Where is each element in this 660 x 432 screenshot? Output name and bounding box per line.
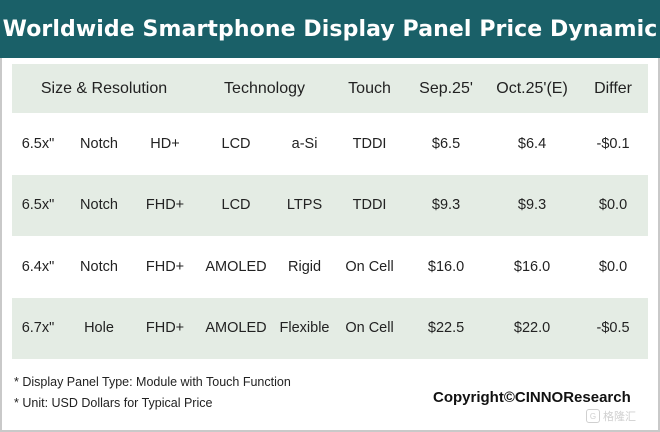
header-touch: Touch [333, 64, 407, 113]
cell-form: Notch [64, 113, 134, 175]
cell-size: 6.7x" [12, 297, 64, 359]
header-oct25: Oct.25'(E) [486, 64, 579, 113]
table-header-row: Size & Resolution Technology Touch Sep.2… [12, 64, 649, 113]
cell-display: LCD [196, 174, 277, 236]
cell-size: 6.5x" [12, 174, 64, 236]
cell-differ: -$0.5 [578, 297, 649, 359]
cell-resolution: FHD+ [134, 236, 197, 298]
table-row: 6.7x" Hole FHD+ AMOLED Flexible On Cell … [12, 297, 649, 359]
content-frame [0, 58, 660, 432]
cell-form: Notch [64, 236, 134, 298]
table-row: 6.4x" Notch FHD+ AMOLED Rigid On Cell $1… [12, 236, 649, 298]
cell-form: Hole [64, 297, 134, 359]
cell-display: AMOLED [196, 297, 277, 359]
cell-resolution: HD+ [134, 113, 197, 175]
cell-resolution: FHD+ [134, 174, 197, 236]
cell-oct-price: $16.0 [486, 236, 579, 298]
header-differ: Differ [578, 64, 649, 113]
cell-backplane: Rigid [276, 236, 334, 298]
cell-differ: -$0.1 [578, 113, 649, 175]
header-technology: Technology [196, 64, 334, 113]
cell-size: 6.4x" [12, 236, 64, 298]
watermark: G 格隆汇 [586, 405, 656, 427]
cell-form: Notch [64, 174, 134, 236]
cell-touch: TDDI [333, 174, 407, 236]
title-bar: Worldwide Smartphone Display Panel Price… [0, 0, 660, 58]
cell-sep-price: $22.5 [406, 297, 487, 359]
cell-sep-price: $16.0 [406, 236, 487, 298]
cell-display: AMOLED [196, 236, 277, 298]
watermark-text: 格隆汇 [603, 411, 636, 423]
cell-sep-price: $9.3 [406, 174, 487, 236]
cell-touch: On Cell [333, 236, 407, 298]
page-title: Worldwide Smartphone Display Panel Price… [2, 16, 658, 42]
cell-display: LCD [196, 113, 277, 175]
watermark-logo-icon: G [586, 409, 600, 423]
cell-backplane: Flexible [276, 297, 334, 359]
header-size-resolution: Size & Resolution [12, 64, 197, 113]
table-row: 6.5x" Notch HD+ LCD a-Si TDDI $6.5 $6.4 … [12, 113, 649, 175]
cell-oct-price: $22.0 [486, 297, 579, 359]
cell-oct-price: $6.4 [486, 113, 579, 175]
cell-touch: TDDI [333, 113, 407, 175]
table-row: 6.5x" Notch FHD+ LCD LTPS TDDI $9.3 $9.3… [12, 174, 649, 236]
cell-backplane: a-Si [276, 113, 334, 175]
copyright-text: Copyright©CINNOResearch [433, 389, 631, 406]
cell-backplane: LTPS [276, 174, 334, 236]
cell-touch: On Cell [333, 297, 407, 359]
cell-resolution: FHD+ [134, 297, 197, 359]
cell-size: 6.5x" [12, 113, 64, 175]
footnote-unit: * Unit: USD Dollars for Typical Price [14, 396, 213, 410]
cell-differ: $0.0 [578, 236, 649, 298]
cell-oct-price: $9.3 [486, 174, 579, 236]
cell-differ: $0.0 [578, 174, 649, 236]
footnotes: * Display Panel Type: Module with Touch … [14, 372, 291, 414]
cell-sep-price: $6.5 [406, 113, 487, 175]
footnote-panel-type: * Display Panel Type: Module with Touch … [14, 375, 291, 389]
price-table: Size & Resolution Technology Touch Sep.2… [12, 64, 649, 359]
header-sep25: Sep.25' [406, 64, 487, 113]
